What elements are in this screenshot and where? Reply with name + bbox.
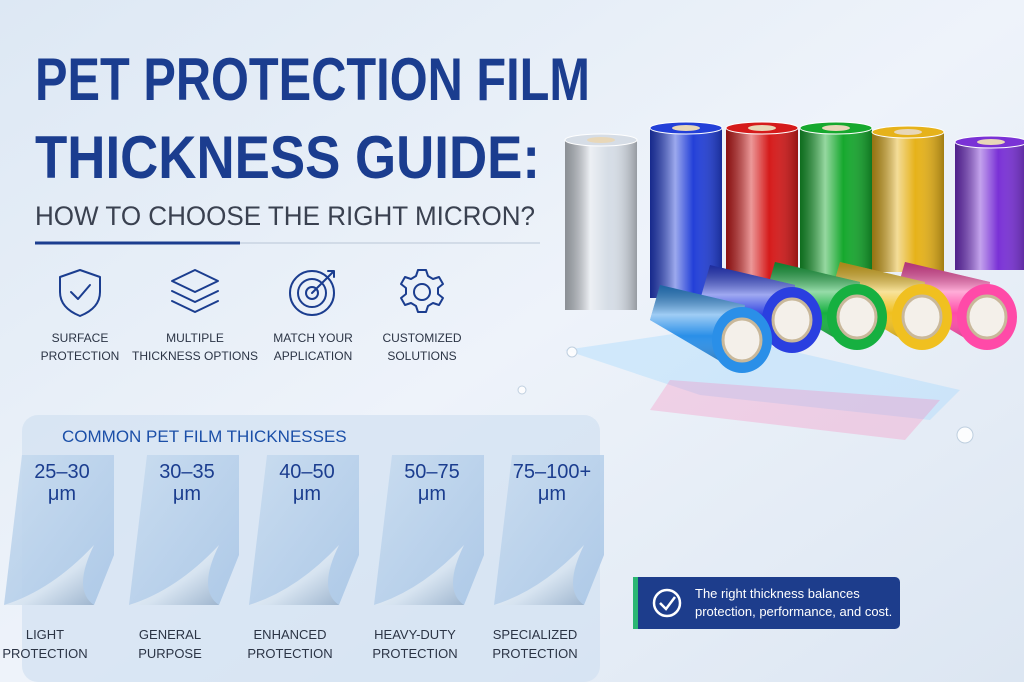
roll-shine (955, 142, 1024, 270)
callout-text: The right thickness balances (695, 586, 860, 601)
card-curl (494, 545, 584, 605)
feature-label: CUSTOMIZED (382, 331, 461, 345)
roll-core (977, 139, 1005, 145)
card (4, 455, 114, 605)
card-curl (4, 545, 94, 605)
callout: The right thickness balances protection,… (633, 577, 900, 629)
roll-shine (872, 132, 944, 272)
roll-shine (800, 128, 872, 280)
feature-label: SOLUTIONS (387, 349, 456, 363)
card-curl (129, 545, 219, 605)
features: SURFACE PROTECTION MULTIPLE THICKNESS OPTIO… (41, 331, 462, 363)
film-rolls (517, 121, 1024, 444)
card-curl (374, 545, 464, 605)
card (249, 455, 359, 605)
feature-label: PROTECTION (41, 349, 120, 363)
thickness-label: PROTECTION (492, 646, 577, 661)
thickness-range: μm (418, 483, 446, 505)
feature-label: APPLICATION (274, 349, 352, 363)
thickness-range: μm (173, 483, 201, 505)
roll-core (822, 125, 850, 131)
roll-shine (726, 128, 798, 290)
section-title: COMMON PET FILM THICKNESSES (62, 427, 347, 446)
thickness-label: GENERAL (139, 627, 201, 642)
thickness-label: ENHANCED (254, 627, 327, 642)
callout-text: protection, performance, and cost. (695, 604, 892, 619)
subtitle: HOW TO CHOOSE THE RIGHT MICRON? (35, 201, 535, 231)
feature-label: THICKNESS OPTIONS (132, 349, 258, 363)
roll-core (587, 137, 615, 143)
icon-target (289, 270, 335, 316)
roll-core (836, 294, 878, 340)
thickness-label: PROTECTION (247, 646, 332, 661)
thickness-range: 40–50 (279, 461, 335, 483)
roll-core (771, 297, 813, 343)
thickness-label: HEAVY-DUTY (374, 627, 456, 642)
roll-shine (565, 140, 637, 310)
roll-core (748, 125, 776, 131)
thickness-range: 25–30 (34, 461, 90, 483)
title-line: THICKNESS GUIDE: (35, 124, 540, 191)
card-curl (249, 545, 339, 605)
card (129, 455, 239, 605)
feature-label: MATCH YOUR (273, 331, 353, 345)
thickness-range: μm (538, 483, 566, 505)
icon-shield (59, 269, 101, 317)
thickness-range: 30–35 (159, 461, 215, 483)
feature-label: MULTIPLE (166, 331, 224, 345)
card (374, 455, 484, 605)
roll-core (894, 129, 922, 135)
card (494, 455, 604, 605)
thickness-label: LIGHT (26, 627, 64, 642)
icon-layers (171, 269, 219, 313)
thickness-range: 50–75 (404, 461, 460, 483)
thickness-label: PROTECTION (372, 646, 457, 661)
roll-core (901, 294, 943, 340)
roll-core (721, 317, 763, 363)
thickness-range: 75–100+ (513, 461, 591, 483)
thickness-label: PURPOSE (138, 646, 202, 661)
thickness-range: μm (293, 483, 321, 505)
thickness-cards: 25–30μmLIGHTPROTECTION30–35μmGENERALPURP… (2, 455, 604, 661)
feature-label: SURFACE (52, 331, 109, 345)
roll-core (966, 294, 1008, 340)
thickness-label: PROTECTION (2, 646, 87, 661)
roll-core (672, 125, 700, 131)
icon-gear (400, 269, 444, 313)
thickness-range: μm (48, 483, 76, 505)
thickness-label: SPECIALIZED (493, 627, 578, 642)
title-line: PET PROTECTION FILM (35, 46, 590, 113)
